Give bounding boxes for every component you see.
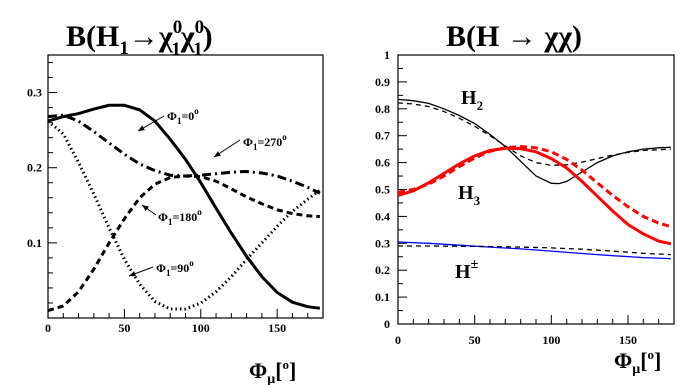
right-series-curve <box>398 245 671 256</box>
right-series-curve <box>397 146 672 246</box>
left-annotation-arrowhead <box>214 151 221 157</box>
right-y-tick-label: 1 <box>384 48 390 62</box>
right-x-tick-label: 150 <box>619 333 637 347</box>
left-x-tick-label: 50 <box>118 321 130 335</box>
left-y-tick-label: 0.2 <box>27 161 42 175</box>
left-annotation-arrowhead <box>138 125 145 131</box>
left-annotation-arrowhead <box>142 205 149 211</box>
left-annotation-label: Φ1=270o <box>243 132 287 152</box>
left-annotation-arrowhead <box>129 271 136 277</box>
right-series-curve <box>397 241 671 260</box>
left-x-tick-label: 150 <box>268 321 286 335</box>
right-y-tick-label: 0.6 <box>375 156 390 170</box>
right-y-tick-label: 0.5 <box>375 183 390 197</box>
left-annotation-label: Φ1=0o <box>167 106 199 126</box>
right-y-tick-label: 0 <box>384 317 390 331</box>
right-y-tick-label: 0.9 <box>375 75 390 89</box>
right-y-tick-label: 0.8 <box>375 102 390 116</box>
right-series-curve <box>397 98 671 185</box>
right-y-tick-label: 0.3 <box>375 236 390 250</box>
right-y-tick-label: 0.2 <box>375 263 390 277</box>
right-y-tick-label: 0.4 <box>375 209 390 223</box>
left-series-curve <box>47 113 321 195</box>
right-series-curve <box>397 144 672 229</box>
left-annotation-label: Φ1=90o <box>156 258 194 278</box>
right-panel: B(H → χχ) 0 50 100 150 0 0.1 0.2 0.3 0.4 0.5 0.6 0.… <box>375 20 675 377</box>
right-panel-title: B(H → χχ) <box>446 20 582 53</box>
left-panel-title: B(H1→χ0 1χ0 1) <box>66 17 213 60</box>
right-curve-label: H3 <box>458 182 481 208</box>
right-curve-label: H2 <box>461 87 483 113</box>
right-curve-label: H± <box>455 257 479 283</box>
left-y-tick-label: 0.1 <box>27 236 42 250</box>
left-series-curve <box>47 119 321 311</box>
right-y-tick-label: 0.7 <box>375 129 390 143</box>
left-x-axis-title: Φμ[o] <box>249 357 296 385</box>
left-x-tick-label: 0 <box>45 321 51 335</box>
left-y-tick-label: 0.3 <box>27 86 42 100</box>
right-x-tick-label: 100 <box>542 333 560 347</box>
left-series-curve <box>47 174 320 312</box>
left-x-tick-label: 100 <box>192 321 210 335</box>
right-series-curve <box>397 102 671 166</box>
right-x-axis-title: Φμ[o] <box>614 347 661 377</box>
left-panel: B(H1→χ0 1χ0 1) 0 50 100 150 0.1 0.2 0.3 Φ1=0o Φ1=… <box>27 17 324 385</box>
right-x-tick-label: 50 <box>469 333 481 347</box>
right-plot-frame <box>397 54 675 325</box>
left-series-curve <box>47 103 321 310</box>
left-annotation-label: Φ1=180o <box>158 207 202 227</box>
right-x-tick-label: 0 <box>395 333 401 347</box>
right-y-tick-label: 0.1 <box>375 290 390 304</box>
